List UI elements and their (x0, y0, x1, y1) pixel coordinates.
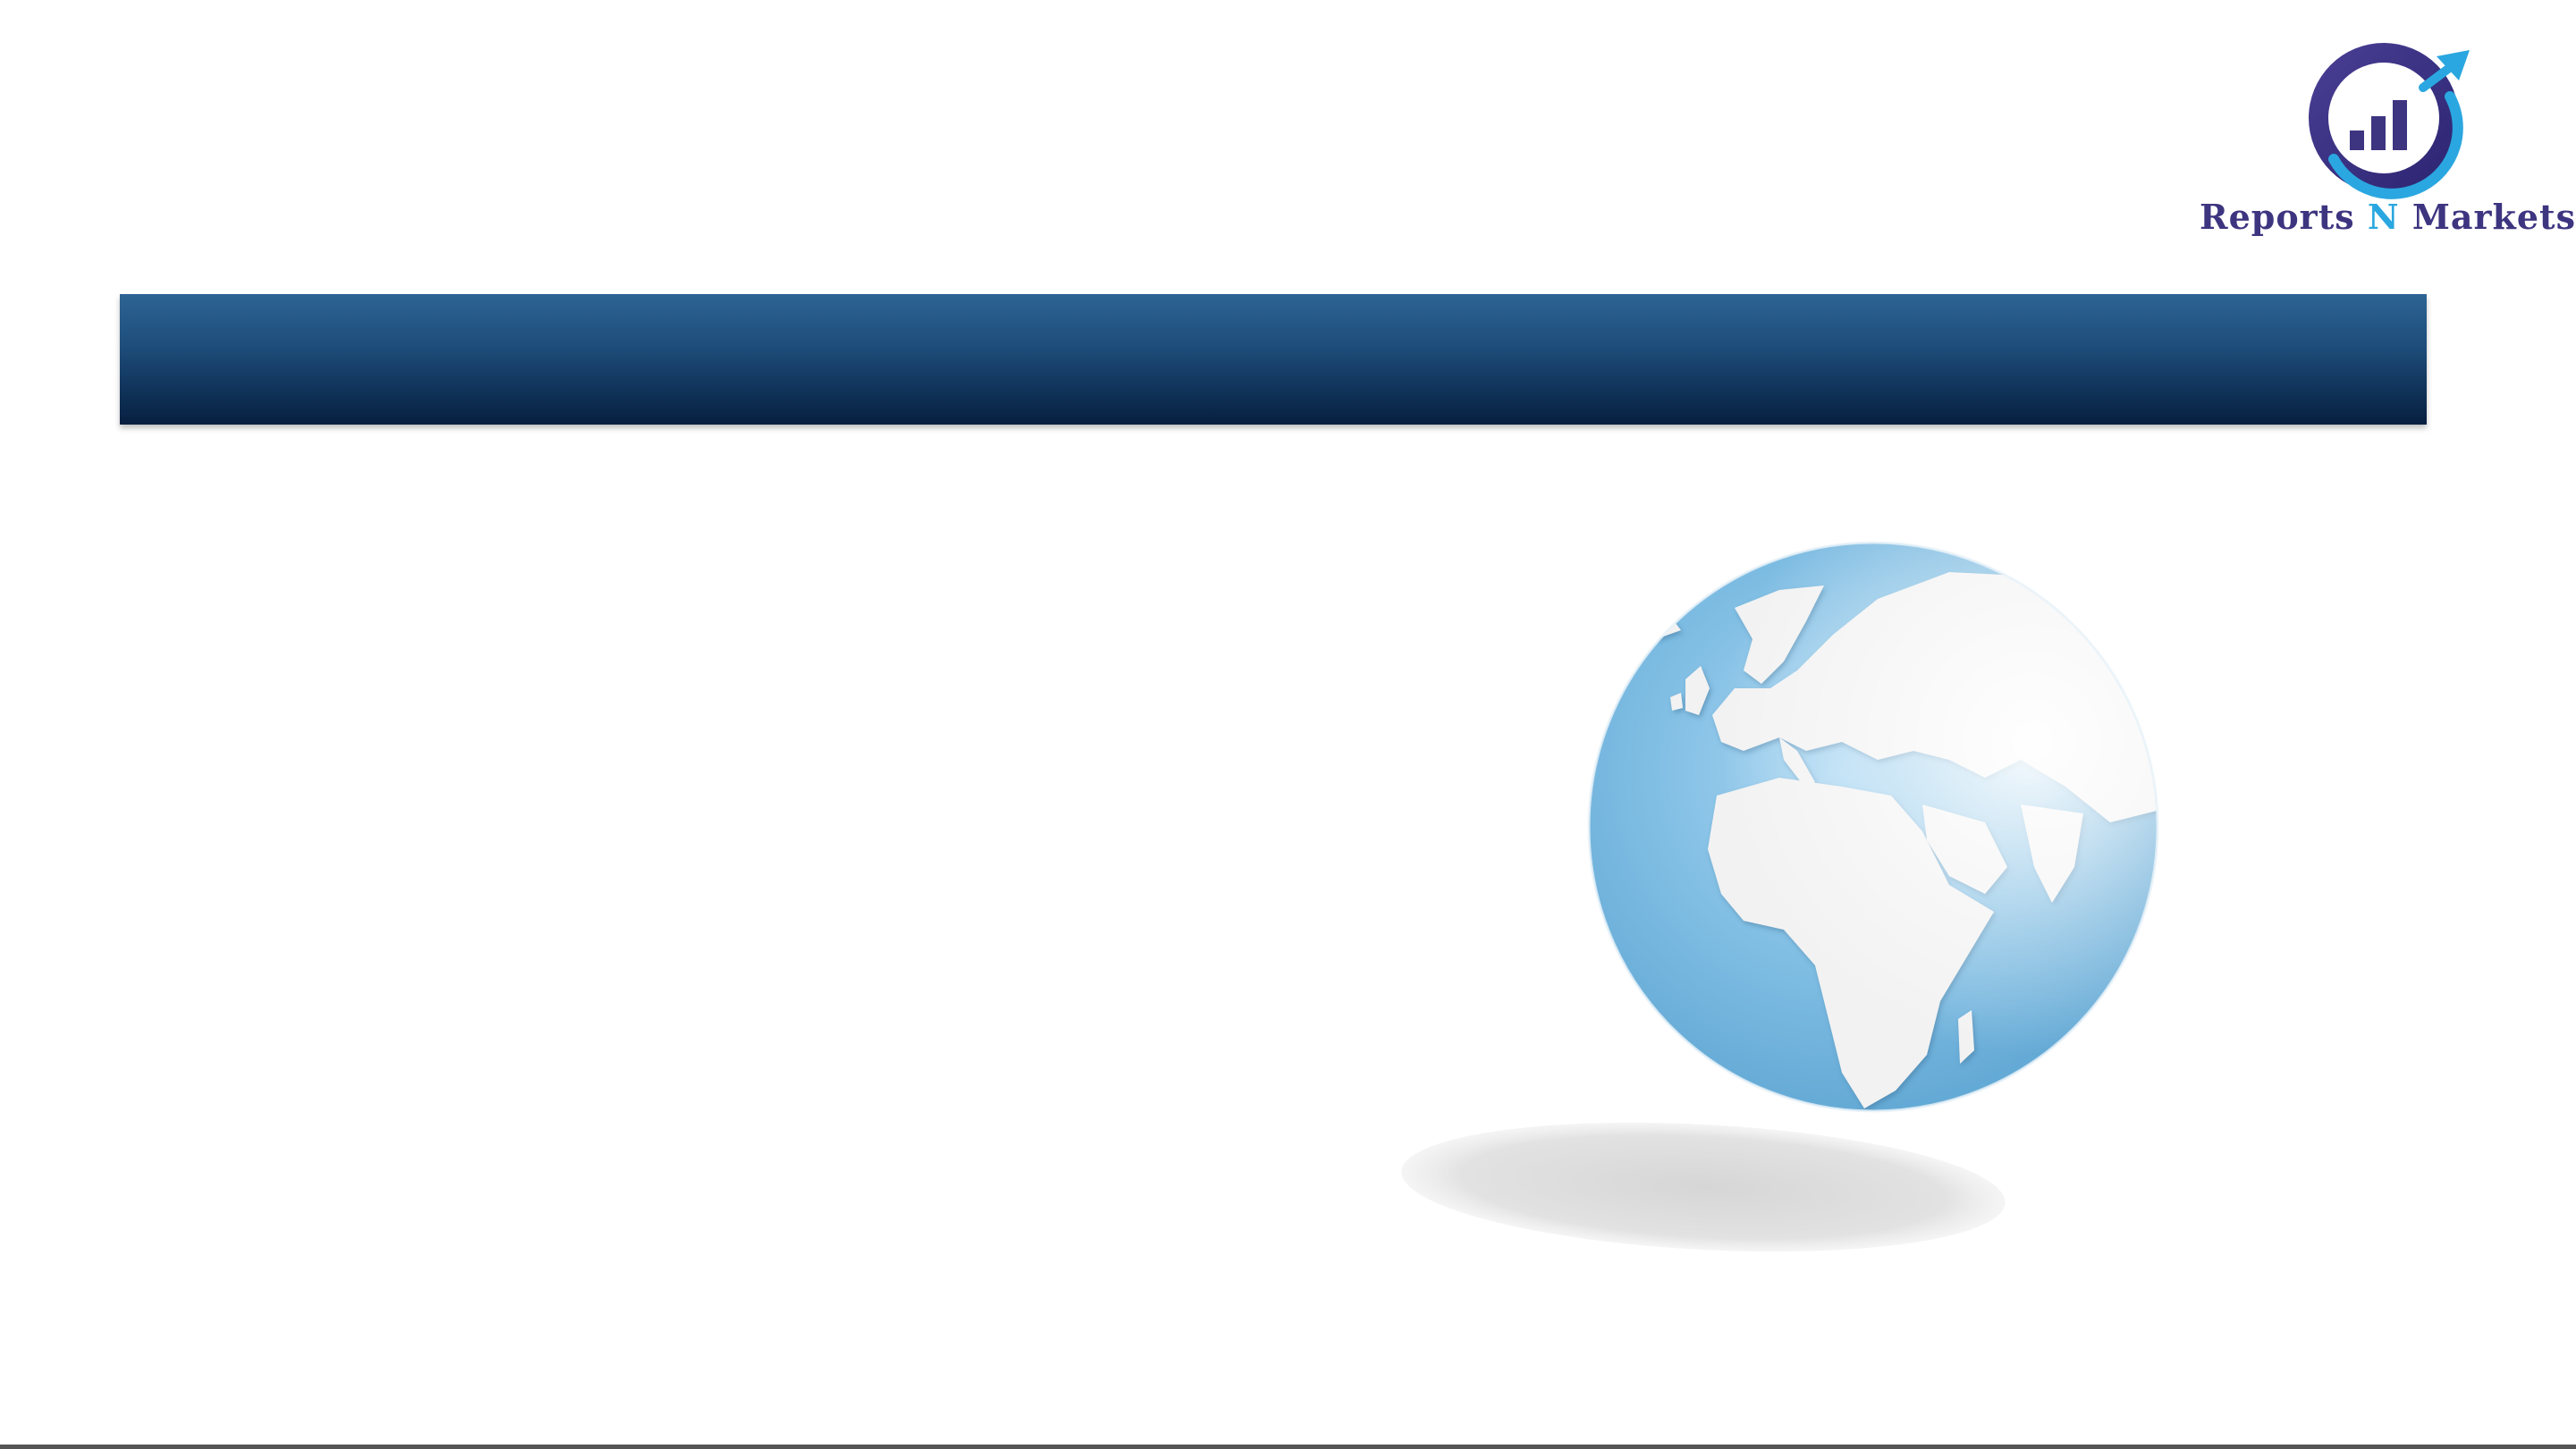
brand-name-part1: Reports (2200, 197, 2368, 237)
footer-divider (0, 1445, 2576, 1449)
title-banner (120, 294, 2427, 425)
brand-name-accent: N (2367, 197, 2400, 237)
globe-illustration (1377, 536, 2182, 1269)
globe-icon (1401, 541, 2159, 1252)
brand-name-part2: Markets (2399, 197, 2576, 237)
brand-logo: Reports N Markets (2200, 25, 2575, 257)
brand-name: Reports N Markets (2200, 197, 2575, 237)
chart-arrow-circle-icon (2309, 43, 2470, 199)
